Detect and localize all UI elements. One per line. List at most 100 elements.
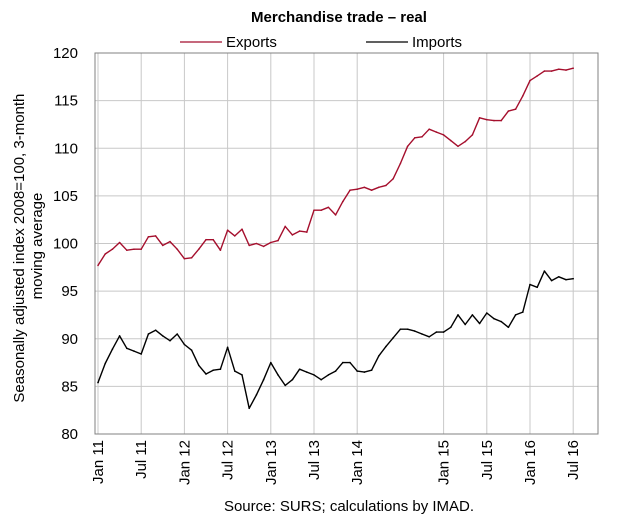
data-point-imports (464, 323, 467, 326)
data-point-imports (162, 335, 164, 337)
data-point-exports (176, 248, 178, 250)
y-tick-label: 100 (53, 236, 78, 253)
data-point-exports (262, 245, 265, 248)
data-point-exports (464, 140, 467, 143)
legend-label-imports: Imports (412, 34, 462, 51)
x-tick-label: Jan 16 (522, 440, 539, 485)
data-point-exports (478, 117, 481, 119)
data-point-exports (378, 186, 380, 189)
x-tick-label: Jul 15 (479, 440, 496, 480)
x-tick-label: Jul 12 (220, 440, 237, 480)
data-point-imports (406, 328, 409, 331)
x-tick-label: Jan 14 (349, 440, 366, 485)
data-point-exports (442, 134, 445, 136)
data-point-exports (550, 70, 553, 72)
data-point-exports (414, 137, 416, 139)
data-point-imports (550, 279, 553, 282)
data-point-imports (270, 361, 272, 364)
data-point-imports (543, 270, 546, 272)
data-point-exports (248, 244, 250, 247)
data-point-imports (313, 374, 315, 376)
data-point-imports (457, 314, 459, 316)
data-point-imports (327, 374, 330, 376)
data-point-exports (356, 188, 359, 190)
data-point-imports (478, 322, 481, 325)
data-point-exports (183, 257, 186, 260)
y-tick-label: 85 (61, 378, 78, 395)
data-point-exports (334, 214, 337, 216)
data-point-imports (320, 378, 323, 381)
data-point-imports (205, 373, 207, 375)
data-point-imports (378, 355, 380, 357)
data-point-imports (140, 353, 142, 355)
data-point-imports (370, 369, 373, 372)
x-tick-label: Jan 11 (90, 440, 107, 484)
data-point-exports (363, 186, 366, 189)
data-point-exports (392, 177, 395, 180)
y-axis-label-line-2: moving average (29, 193, 46, 300)
data-point-imports (126, 347, 128, 350)
data-point-exports (154, 235, 157, 237)
y-axis: 80 85 90 95 100 105 110 115 120 (53, 45, 78, 443)
data-point-imports (500, 320, 503, 323)
data-point-exports (111, 248, 114, 250)
y-tick-label: 110 (54, 140, 78, 157)
data-point-imports (262, 378, 265, 381)
data-point-imports (190, 349, 193, 352)
data-point-imports (349, 361, 351, 364)
data-point-imports (284, 384, 287, 387)
legend-label-exports: Exports (226, 34, 277, 51)
data-point-imports (450, 326, 452, 329)
data-point-exports (385, 184, 387, 187)
data-point-imports (536, 286, 538, 289)
data-point-exports (147, 236, 150, 238)
source-note: Source: SURS; calculations by IMAD. (224, 498, 474, 515)
data-point-imports (248, 407, 250, 410)
data-point-exports (536, 75, 538, 77)
data-point-imports (428, 336, 431, 338)
data-point-imports (219, 368, 222, 371)
data-point-exports (190, 257, 193, 259)
data-point-imports (154, 329, 157, 332)
x-tick-label: Jan 13 (263, 440, 280, 485)
series-imports (97, 270, 574, 410)
data-point-exports (543, 70, 546, 72)
series-line-imports (97, 270, 574, 409)
data-point-imports (226, 346, 229, 349)
data-point-exports (241, 228, 243, 230)
data-point-imports (198, 364, 200, 367)
data-point-exports (219, 249, 222, 251)
data-point-imports (133, 350, 135, 352)
data-point-exports (327, 206, 330, 209)
data-point-exports (270, 241, 272, 244)
data-point-imports (111, 348, 114, 351)
data-point-exports (399, 162, 402, 165)
data-point-exports (306, 231, 308, 233)
data-point-exports (507, 110, 510, 112)
y-tick-label: 120 (53, 45, 78, 62)
data-point-imports (392, 337, 395, 339)
data-point-imports (399, 328, 402, 331)
x-tick-label: Jul 16 (565, 440, 582, 480)
data-point-imports (486, 312, 488, 314)
data-point-imports (421, 333, 423, 335)
data-point-exports (349, 189, 351, 191)
data-point-exports (457, 145, 459, 148)
data-point-imports (558, 276, 560, 278)
data-point-imports (104, 362, 106, 365)
data-point-exports (406, 145, 409, 148)
data-point-imports (529, 283, 531, 286)
data-point-imports (363, 371, 366, 373)
y-axis-label: Seasonally adjusted index 2008=100, 3-mo… (11, 89, 46, 402)
series-lines (97, 67, 574, 410)
gridlines (95, 53, 598, 434)
data-point-exports (522, 95, 524, 97)
y-tick-label: 95 (61, 283, 78, 300)
data-point-exports (514, 108, 517, 110)
data-point-exports (126, 249, 128, 251)
y-tick-label: 105 (53, 188, 78, 205)
data-point-exports (320, 209, 323, 211)
data-point-imports (234, 370, 236, 372)
data-point-exports (169, 240, 171, 243)
series-exports (97, 67, 574, 267)
